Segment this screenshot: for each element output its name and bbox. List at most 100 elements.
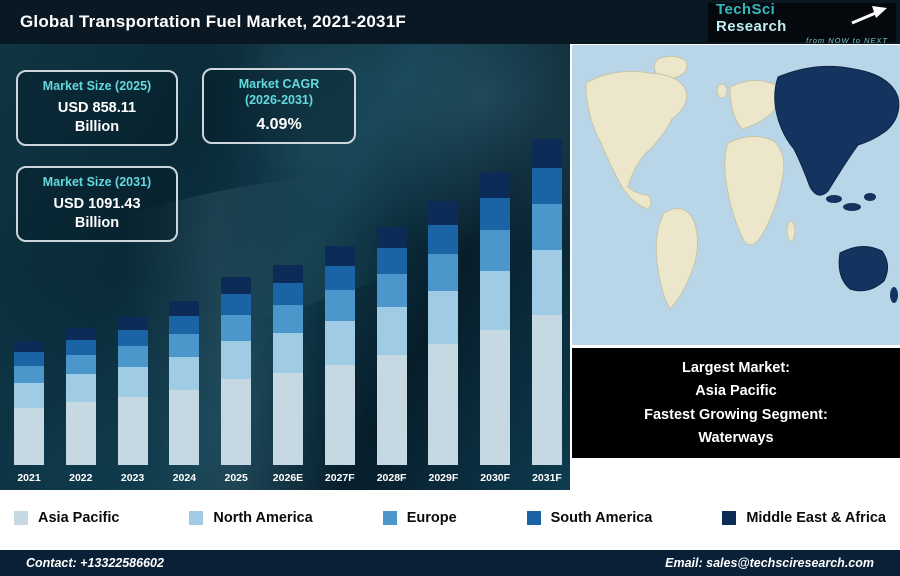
chart-legend: Asia Pacific North America Europe South Ame… xyxy=(0,490,900,546)
world-map xyxy=(572,45,900,345)
bar-segment-middle-east-africa xyxy=(324,246,355,266)
page-title: Global Transportation Fuel Market, 2021-… xyxy=(20,12,406,31)
bar-segment-south-america xyxy=(221,294,252,315)
x-axis-label: 2028F xyxy=(376,472,407,484)
stacked-bar xyxy=(14,341,44,465)
bar-segment-south-america xyxy=(376,248,407,274)
bar-column-2027F: 2027F xyxy=(324,246,355,484)
bar-column-2028F: 2028F xyxy=(376,227,407,484)
bar-segment-asia-pacific xyxy=(376,355,407,465)
legend-item-europe: Europe xyxy=(382,510,457,526)
stacked-bar xyxy=(428,201,459,465)
stacked-bar xyxy=(272,265,303,465)
header-bar: Global Transportation Fuel Market, 2021-… xyxy=(0,0,900,45)
x-axis-label: 2031F xyxy=(532,472,562,484)
bar-segment-north-america xyxy=(14,383,44,408)
bar-segment-north-america xyxy=(272,333,303,373)
bar-segment-europe xyxy=(117,346,148,367)
legend-item-north-america: North America xyxy=(189,510,313,526)
stat-value: USD 858.11 Billion xyxy=(57,99,137,136)
bar-segment-south-america xyxy=(14,352,44,366)
legend-item-asia-pacific: Asia Pacific xyxy=(14,510,119,526)
bar-column-2024: 2024 xyxy=(169,301,200,484)
stat-box-market-cagr: Market CAGR (2026-2031) 4.09% xyxy=(202,68,356,144)
bar-column-2023: 2023 xyxy=(117,317,148,484)
footer-bar: Contact: +13322586602 Email: sales@techs… xyxy=(0,550,900,576)
x-axis-label: 2025 xyxy=(224,472,248,484)
stat-label: Market Size (2031) xyxy=(42,175,152,189)
bar-segment-south-america xyxy=(428,225,459,254)
legend-swatch xyxy=(526,511,541,525)
bar-segment-middle-east-africa xyxy=(376,227,407,248)
stat-box-market-size-2031: Market Size (2031) USD 1091.43 Billion xyxy=(16,166,178,242)
stat-label: Market Size (2025) xyxy=(42,79,152,93)
bar-segment-middle-east-africa xyxy=(480,172,511,198)
bar-segment-middle-east-africa xyxy=(428,201,459,225)
bar-segment-asia-pacific xyxy=(169,390,200,465)
legend-label: North America xyxy=(213,510,313,526)
bar-segment-asia-pacific xyxy=(428,344,459,465)
bar-segment-europe xyxy=(376,274,407,307)
bar-segment-europe xyxy=(531,204,562,250)
bar-segment-asia-pacific xyxy=(65,402,96,465)
x-axis-label: 2021 xyxy=(17,472,41,484)
legend-label: Middle East & Africa xyxy=(746,510,886,526)
bar-segment-middle-east-africa xyxy=(221,277,252,294)
bar-segment-north-america xyxy=(376,307,407,355)
bar-segment-asia-pacific xyxy=(14,408,44,465)
stacked-bar xyxy=(65,328,96,465)
bar-segment-north-america xyxy=(324,321,355,365)
callout-line: Largest Market: xyxy=(682,359,790,376)
bar-segment-north-america xyxy=(428,291,459,344)
right-column: Largest Market: Asia Pacific Fastest Gro… xyxy=(572,45,900,491)
bar-segment-europe xyxy=(480,230,511,271)
arrow-icon xyxy=(850,5,888,30)
legend-swatch xyxy=(382,511,397,525)
bar-segment-asia-pacific xyxy=(221,379,252,465)
bar-segment-asia-pacific xyxy=(272,373,303,465)
bar-segment-middle-east-africa xyxy=(14,341,44,352)
bar-segment-europe xyxy=(221,315,252,341)
bar-segment-asia-pacific xyxy=(531,315,562,465)
callout-line: Fastest Growing Segment: xyxy=(644,406,828,423)
stat-value: USD 1091.43 Billion xyxy=(53,195,141,232)
x-axis-label: 2030F xyxy=(480,472,511,484)
bar-segment-north-america xyxy=(117,367,148,397)
bar-segment-south-america xyxy=(531,168,562,204)
legend-label: Europe xyxy=(406,510,457,526)
callout-line: Waterways xyxy=(698,429,774,446)
stacked-bar xyxy=(169,301,200,465)
bar-column-2022: 2022 xyxy=(65,328,96,484)
bar-segment-europe xyxy=(428,254,459,291)
bar-segment-north-america xyxy=(531,250,562,315)
bar-segment-middle-east-africa xyxy=(65,328,96,340)
legend-swatch xyxy=(722,511,737,525)
bar-segment-north-america xyxy=(169,357,200,390)
callout-line: Asia Pacific xyxy=(695,383,777,400)
bar-segment-asia-pacific xyxy=(117,397,148,465)
bar-segment-south-america xyxy=(117,330,148,346)
stat-value: 4.09% xyxy=(256,116,302,134)
stat-box-market-size-2025: Market Size (2025) USD 858.11 Billion xyxy=(16,70,178,146)
stacked-bar xyxy=(221,277,252,465)
x-axis-label: 2026E xyxy=(272,472,304,484)
bar-series-area: 2021 2022 2023 2024 2025 2026E 2027F 2028F 2029F… xyxy=(14,139,562,484)
stacked-bar xyxy=(117,317,148,465)
bar-segment-south-america xyxy=(65,340,96,355)
bar-segment-middle-east-africa xyxy=(117,317,148,330)
bar-column-2031F: 2031F xyxy=(531,139,562,484)
bar-segment-middle-east-africa xyxy=(531,139,562,168)
stacked-bar-chart: Market Size (2025) USD 858.11 Billion Mar… xyxy=(0,44,570,490)
logo-tagline: from NOW to NEXT xyxy=(806,35,888,45)
bar-segment-europe xyxy=(65,355,96,374)
techsci-logo: TechSci Research from NOW to NEXT xyxy=(708,1,896,45)
bar-column-2030F: 2030F xyxy=(480,172,511,484)
bar-segment-south-america xyxy=(324,266,355,290)
stacked-bar xyxy=(376,227,407,465)
bar-segment-europe xyxy=(14,366,44,383)
bar-column-2025: 2025 xyxy=(221,277,252,484)
bar-segment-south-america xyxy=(480,198,511,230)
main-area: Market Size (2025) USD 858.11 Billion Mar… xyxy=(0,44,900,491)
bar-segment-europe xyxy=(169,334,200,357)
